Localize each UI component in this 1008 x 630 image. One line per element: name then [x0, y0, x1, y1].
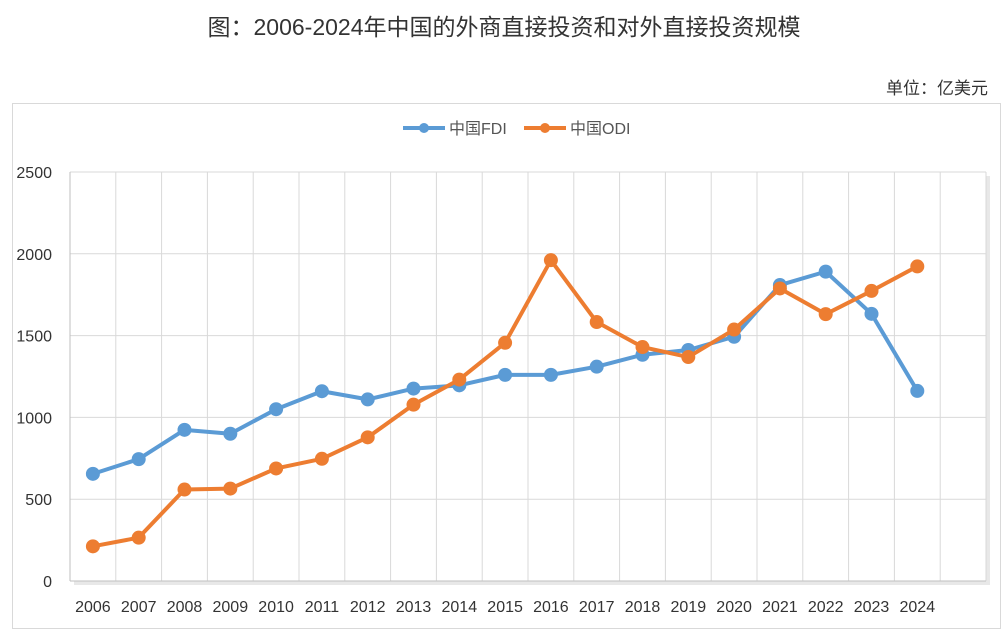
data-point [635, 340, 650, 355]
x-tick-label: 2011 [305, 599, 340, 616]
data-point [85, 539, 100, 554]
x-tick-label: 2009 [213, 599, 249, 616]
data-point [818, 307, 833, 322]
x-tick-label: 2015 [487, 599, 523, 616]
data-point [177, 422, 192, 437]
data-point [543, 253, 558, 268]
data-point [452, 372, 467, 387]
data-point [269, 461, 284, 476]
legend-label: 中国ODI [570, 120, 630, 138]
x-tick-label: 2024 [900, 599, 936, 616]
x-tick-label: 2006 [75, 599, 111, 616]
data-point [131, 530, 146, 545]
x-tick-label: 2010 [258, 599, 294, 616]
data-point [818, 264, 833, 279]
y-tick-label: 1500 [16, 329, 52, 346]
x-tick-label: 2016 [533, 599, 569, 616]
unit-label: 单位：亿美元 [886, 79, 988, 98]
data-point [498, 335, 513, 350]
x-tick-label: 2008 [167, 599, 203, 616]
data-point [269, 402, 284, 417]
data-point [131, 452, 146, 467]
data-point [864, 283, 879, 298]
series-odi [85, 253, 925, 554]
data-point [314, 384, 329, 399]
y-tick-label: 1000 [16, 410, 52, 427]
chart-frame [12, 103, 1001, 629]
x-tick-label: 2012 [350, 599, 386, 616]
data-point [589, 359, 604, 374]
x-tick-label: 2022 [808, 599, 844, 616]
x-tick-label: 2013 [396, 599, 432, 616]
x-tick-label: 2018 [625, 599, 661, 616]
data-point [360, 392, 375, 407]
data-point [223, 481, 238, 496]
data-point [406, 381, 421, 396]
data-point [772, 281, 787, 296]
y-tick-label: 2500 [16, 165, 52, 182]
data-point [589, 315, 604, 330]
data-point [85, 466, 100, 481]
x-tick-label: 2021 [762, 599, 798, 616]
legend-marker [419, 123, 429, 133]
x-tick-label: 2020 [716, 599, 752, 616]
data-point [314, 451, 329, 466]
x-tick-label: 2007 [121, 599, 157, 616]
data-point [910, 383, 925, 398]
data-point [681, 350, 696, 365]
y-tick-label: 2000 [16, 247, 52, 264]
data-point [406, 397, 421, 412]
data-point [543, 367, 558, 382]
y-tick-label: 500 [25, 492, 52, 509]
legend-marker [540, 123, 550, 133]
data-point [177, 482, 192, 497]
x-tick-label: 2023 [854, 599, 890, 616]
x-tick-label: 2017 [579, 599, 615, 616]
data-point [910, 259, 925, 274]
x-tick-label: 2019 [671, 599, 707, 616]
y-tick-label: 0 [43, 574, 52, 591]
data-point [864, 306, 879, 321]
chart-title: 图：2006-2024年中国的外商直接投资和对外直接投资规模 [207, 14, 801, 40]
data-point [223, 426, 238, 441]
legend-label: 中国FDI [449, 120, 507, 138]
data-point [727, 322, 742, 337]
x-tick-label: 2014 [442, 599, 478, 616]
data-point [360, 430, 375, 445]
data-point [498, 367, 513, 382]
